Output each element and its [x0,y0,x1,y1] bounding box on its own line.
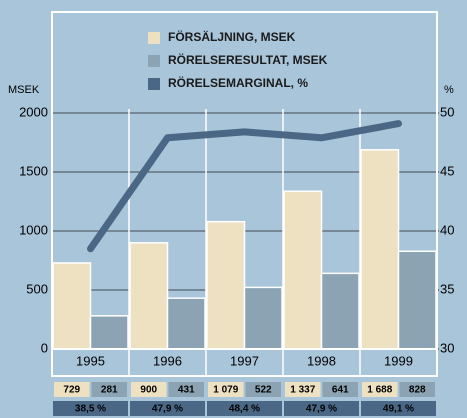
x-tick-label: 1999 [384,353,413,368]
value-label: 49,1 % [383,404,414,415]
legend-label: RÖRELSEMARGINAL, % [168,75,308,90]
value-label: 522 [255,385,272,396]
value-label: 1 688 [367,385,392,396]
value-box [322,382,358,397]
value-label: 47,9 % [306,404,337,415]
value-box [207,401,282,416]
x-tick-label: 1996 [153,353,182,368]
bar [52,262,92,350]
plot-frame [51,11,438,377]
bar [243,286,283,350]
y2-tick-label: 50 [440,104,454,119]
value-label: 1 337 [290,385,315,396]
y-tick-label: 1000 [19,222,48,237]
x-tick-label: 1995 [76,353,105,368]
value-box [399,382,435,397]
value-box [284,401,359,416]
y2-axis-label: % [444,84,454,96]
value-box [362,382,398,397]
value-box [130,401,205,416]
y-tick-label: 1500 [19,163,48,178]
value-box [53,401,128,416]
value-box [131,382,167,397]
value-box [54,382,90,397]
value-label: 38,5 % [75,404,106,415]
line [87,120,402,253]
bar [397,250,437,350]
value-label: 48,4 % [229,404,260,415]
legend-swatch [148,32,160,44]
bar [129,242,169,350]
value-box [168,382,204,397]
legend-swatch [148,55,160,67]
value-box [91,382,127,397]
value-label: 1 079 [213,385,238,396]
y2-tick-label: 35 [440,281,454,296]
legend-swatch [148,78,160,90]
y-tick-label: 2000 [19,104,48,119]
value-label: 281 [101,385,118,396]
y2-tick-label: 40 [440,222,454,237]
value-label: 641 [332,385,349,396]
bar [206,220,246,350]
value-label: 900 [140,385,157,396]
value-label: 729 [63,385,80,396]
y2-tick-label: 30 [440,340,454,355]
bar [283,190,323,350]
y-tick-label: 0 [41,340,48,355]
value-label: 431 [178,385,195,396]
bar [320,272,360,350]
value-label: 828 [409,385,426,396]
legend-label: RÖRELSERESULTAT, MSEK [168,52,328,67]
value-box [285,382,321,397]
legend-label: FÖRSÄLJNING, MSEK [168,29,296,44]
value-box [208,382,244,397]
bar [360,149,400,350]
x-tick-label: 1997 [230,353,259,368]
bar [89,315,129,350]
value-box [361,401,436,416]
x-tick-label: 1998 [307,353,336,368]
value-box [245,382,281,397]
bar [166,297,206,350]
value-label: 47,9 % [152,404,183,415]
y-tick-label: 500 [26,281,48,296]
y2-tick-label: 45 [440,163,454,178]
y-axis-label: MSEK [8,84,40,96]
